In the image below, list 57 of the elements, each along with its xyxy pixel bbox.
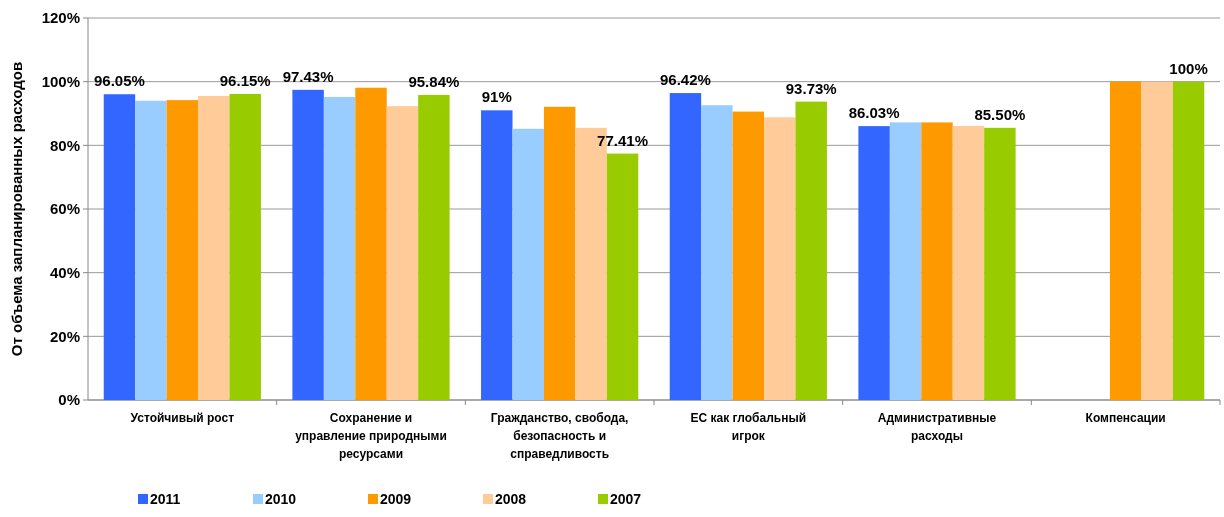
x-tick-label: ЕС как глобальный игрок <box>690 411 807 443</box>
y-tick-label: 60% <box>49 200 80 218</box>
bar <box>1141 81 1173 400</box>
bar <box>1172 81 1205 400</box>
bar <box>292 89 324 400</box>
y-tick-label: 0% <box>58 391 80 409</box>
y-tick-label: 100% <box>41 72 80 90</box>
data-label: 96.05% <box>94 72 145 90</box>
data-label: 86.03% <box>848 104 900 122</box>
bar <box>889 122 922 400</box>
data-label: 97.43% <box>282 67 334 85</box>
bar <box>355 87 387 400</box>
bar <box>952 125 985 400</box>
bar <box>103 94 136 400</box>
y-axis-title: От объема запланированных расходов <box>8 61 25 357</box>
bar <box>512 128 544 400</box>
bar <box>984 127 1016 400</box>
bar <box>764 117 796 400</box>
x-tick-label: Устойчивый рост <box>130 411 235 425</box>
data-label: 96.15% <box>219 71 271 89</box>
bar <box>732 111 765 400</box>
bar <box>1109 81 1142 400</box>
legend-label: 2009 <box>380 491 412 507</box>
legend-label: 2010 <box>265 491 297 507</box>
bar <box>606 153 639 400</box>
y-tick-label: 120% <box>41 9 80 27</box>
bar <box>921 122 953 400</box>
bar <box>481 110 513 400</box>
bar <box>166 100 199 400</box>
data-label: 96.42% <box>660 71 711 89</box>
data-label: 91% <box>481 88 512 106</box>
bar <box>386 106 419 400</box>
bar <box>323 96 356 400</box>
data-label: 95.84% <box>408 72 460 90</box>
bar <box>418 94 450 400</box>
bar <box>229 93 261 400</box>
y-tick-label: 20% <box>49 327 80 345</box>
data-label: 77.41% <box>597 131 648 149</box>
y-tick-label: 80% <box>49 136 80 154</box>
y-tick-label: 40% <box>49 263 80 281</box>
bar <box>669 93 702 400</box>
x-tick-label: Административные расходы <box>877 411 997 443</box>
bar <box>701 105 733 400</box>
data-label: 100% <box>1169 59 1208 77</box>
bar <box>198 95 230 400</box>
legend-label: 2007 <box>610 491 642 507</box>
bar <box>858 126 890 400</box>
bar <box>543 106 576 400</box>
x-tick-label: Сохранение и управление природными ресурсами <box>295 411 447 461</box>
data-label: 85.50% <box>974 105 1026 123</box>
legend-label: 2011 <box>150 491 181 507</box>
x-tick-label: Гражданство, свобода, безопасность и справедливость <box>490 411 629 461</box>
x-tick-label: Компенсации <box>1085 411 1166 425</box>
bar <box>135 100 167 400</box>
legend-label: 2008 <box>495 491 527 507</box>
data-label: 93.73% <box>785 79 837 97</box>
bar <box>795 101 827 400</box>
